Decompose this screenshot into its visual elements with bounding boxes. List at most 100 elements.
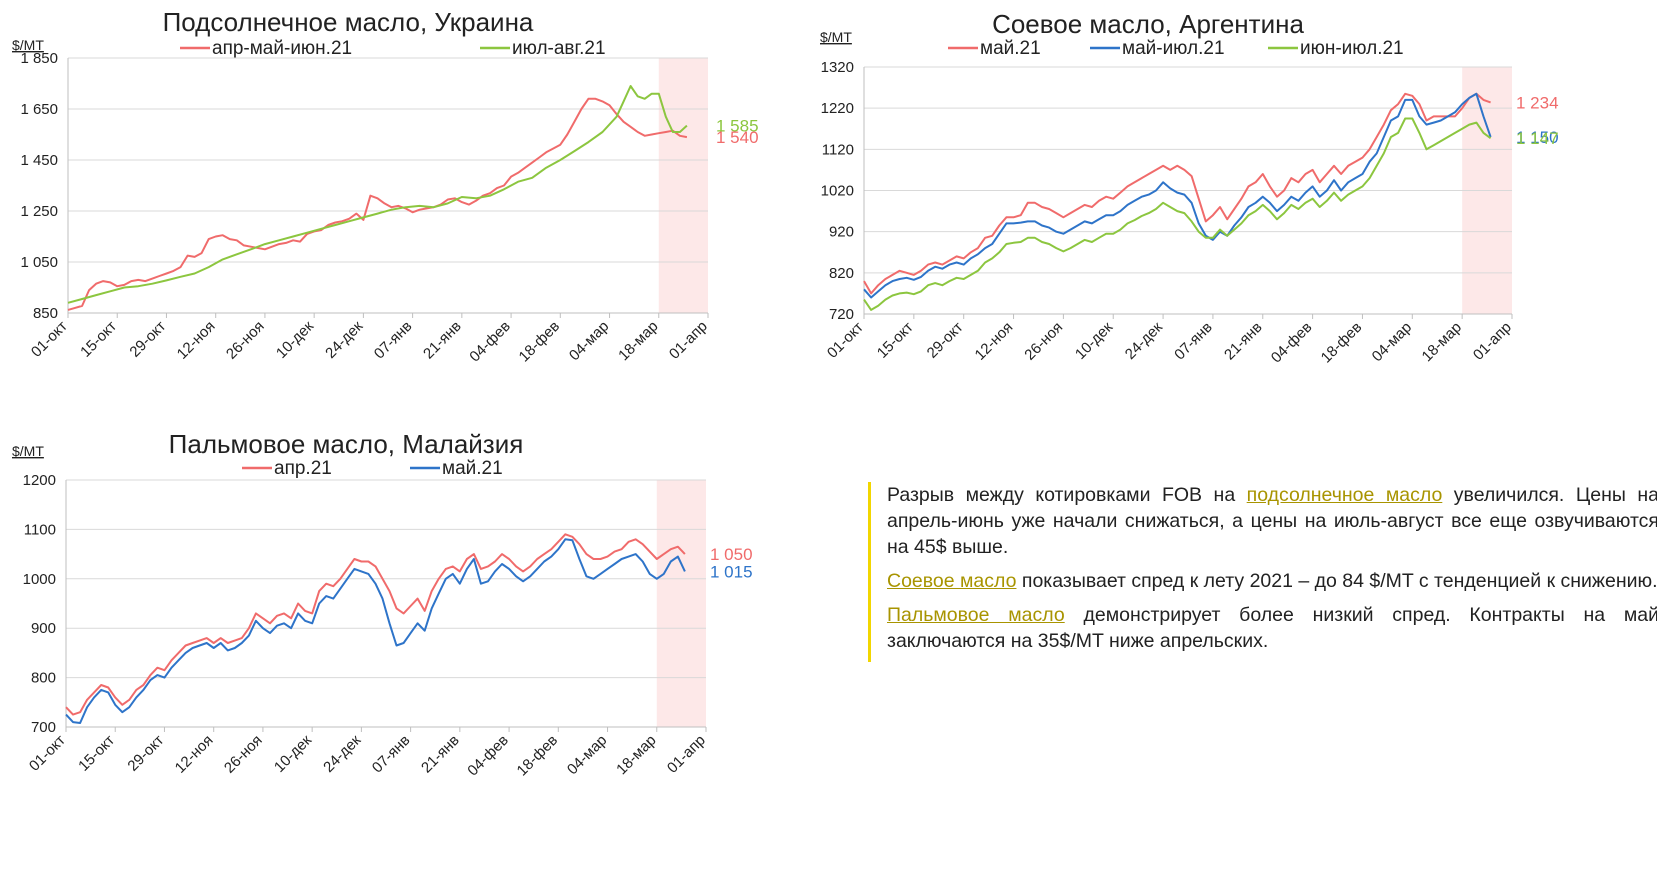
x-tick-label: 10-дек bbox=[271, 732, 315, 776]
x-tick-label: 04-фев bbox=[464, 732, 512, 780]
x-tick-label: 12-ноя bbox=[172, 732, 217, 777]
legend-entry: май.21 bbox=[442, 458, 503, 479]
end-value-label: 1 147 bbox=[1516, 129, 1559, 148]
commentary-panel: Разрыв между котировками FOB на подсолне… bbox=[868, 482, 1657, 662]
y-unit-label: $/MT bbox=[12, 37, 44, 53]
chart-title: Подсолнечное масло, Украина bbox=[163, 7, 534, 37]
x-tick-label: 18-фев bbox=[1318, 319, 1366, 367]
x-tick-label: 24-дек bbox=[320, 732, 364, 776]
end-value-label: 1 540 bbox=[716, 128, 759, 147]
y-tick-label: 900 bbox=[31, 620, 56, 637]
series-line bbox=[863, 92, 1491, 295]
x-tick-label: 04-мар bbox=[564, 732, 610, 778]
x-tick-label: 26-ноя bbox=[1021, 319, 1066, 364]
series-line bbox=[65, 538, 686, 724]
commentary-palm: Пальмовое масло демонстрирует более низк… bbox=[887, 604, 1657, 652]
x-tick-label: 01-окт bbox=[28, 318, 71, 361]
x-tick-label: 18-фев bbox=[516, 318, 564, 366]
series-line bbox=[863, 117, 1492, 311]
x-tick-label: 18-мар bbox=[1419, 319, 1465, 365]
x-tick-label: 04-мар bbox=[1369, 319, 1415, 365]
x-tick-label: 15-окт bbox=[874, 319, 917, 362]
y-tick-label: 1020 bbox=[821, 183, 854, 200]
y-tick-label: 1 250 bbox=[20, 203, 58, 220]
x-tick-label: 01-апр bbox=[664, 732, 709, 777]
y-tick-label: 1000 bbox=[23, 571, 56, 588]
series-line bbox=[67, 85, 688, 304]
y-tick-label: 800 bbox=[31, 670, 56, 687]
legend-entry: май.21 bbox=[980, 38, 1041, 59]
x-tick-label: 12-ноя bbox=[174, 318, 219, 363]
end-value-label: 1 150 bbox=[1516, 128, 1559, 147]
x-tick-label: 26-ноя bbox=[223, 318, 268, 363]
shaded-region bbox=[656, 480, 706, 727]
y-tick-label: 1220 bbox=[821, 100, 854, 117]
y-tick-label: 700 bbox=[31, 719, 56, 736]
palm-oil-link[interactable]: Пальмовое масло bbox=[887, 604, 1065, 626]
x-tick-label: 21-янв bbox=[420, 318, 465, 363]
series-line bbox=[863, 92, 1492, 299]
x-tick-label: 07-янв bbox=[369, 732, 414, 777]
soybean-oil-link[interactable]: Соевое масло bbox=[887, 570, 1017, 592]
end-value-label: 1 234 bbox=[1516, 93, 1559, 112]
x-tick-label: 15-окт bbox=[77, 318, 120, 361]
x-tick-label: 07-янв bbox=[371, 318, 416, 363]
y-tick-label: 1320 bbox=[821, 59, 854, 76]
commentary-soybean: Соевое масло показывает спред к лету 202… bbox=[887, 570, 1657, 592]
x-tick-label: 01-окт bbox=[26, 732, 69, 775]
x-tick-label: 21-янв bbox=[1221, 319, 1266, 364]
end-value-label: 1 050 bbox=[710, 545, 753, 564]
y-tick-label: 1120 bbox=[822, 141, 854, 158]
x-tick-label: 24-дек bbox=[322, 318, 366, 362]
legend-entry: апр.21 bbox=[274, 458, 332, 479]
x-tick-label: 29-окт bbox=[126, 318, 169, 361]
y-unit-label: $/MT bbox=[12, 443, 44, 459]
x-tick-label: 01-окт bbox=[824, 319, 867, 362]
x-tick-label: 15-окт bbox=[75, 732, 118, 775]
legend-entry: апр-май-июн.21 bbox=[212, 38, 352, 59]
x-tick-label: 29-окт bbox=[924, 319, 967, 362]
shaded-region bbox=[658, 58, 708, 313]
x-tick-label: 04-мар bbox=[566, 318, 612, 364]
x-tick-label: 24-дек bbox=[1122, 319, 1166, 363]
x-tick-label: 10-дек bbox=[273, 318, 317, 362]
y-unit-label: $/MT bbox=[820, 29, 852, 45]
x-tick-label: 04-фев bbox=[1268, 319, 1316, 367]
series-line bbox=[67, 97, 688, 311]
chart-title: Пальмовое масло, Малайзия bbox=[169, 429, 524, 459]
y-tick-label: 1 650 bbox=[20, 101, 58, 118]
x-tick-label: 29-окт bbox=[124, 732, 167, 775]
y-tick-label: 1200 bbox=[23, 472, 56, 489]
sunflower-oil-chart: Подсолнечное масло, Украина $/MT апр-май-и… bbox=[12, 7, 759, 366]
x-tick-label: 01-апр bbox=[666, 318, 711, 363]
legend-entry: май-июл.21 bbox=[1122, 38, 1225, 59]
legend-entry: июн-июл.21 bbox=[1300, 38, 1404, 59]
y-tick-label: 920 bbox=[829, 224, 854, 241]
commentary-sunflower: Разрыв между котировками FOB на подсолне… bbox=[887, 484, 1657, 558]
x-tick-label: 18-мар bbox=[613, 732, 659, 778]
end-value-label: 1 585 bbox=[716, 117, 759, 136]
y-tick-label: 820 bbox=[829, 265, 854, 282]
chart-title: Соевое масло, Аргентина bbox=[992, 9, 1304, 39]
soybean-oil-chart: Соевое масло, Аргентина $/MT май.21 май-июл… bbox=[820, 9, 1559, 367]
y-tick-label: 1 050 bbox=[20, 254, 58, 271]
x-tick-label: 18-фев bbox=[514, 732, 562, 780]
y-tick-label: 1 850 bbox=[20, 50, 58, 67]
x-tick-label: 04-фев bbox=[466, 318, 514, 366]
x-tick-label: 12-ноя bbox=[972, 319, 1017, 364]
y-tick-label: 850 bbox=[33, 305, 58, 322]
sunflower-oil-link[interactable]: подсолнечное масло bbox=[1246, 484, 1443, 506]
y-tick-label: 720 bbox=[829, 306, 854, 323]
x-tick-label: 10-дек bbox=[1072, 319, 1116, 363]
palm-oil-chart: Пальмовое масло, Малайзия $/MT апр.21 май.2… bbox=[12, 429, 753, 780]
end-value-label: 1 015 bbox=[710, 562, 753, 581]
x-tick-label: 21-янв bbox=[418, 732, 463, 777]
x-tick-label: 01-апр bbox=[1470, 319, 1515, 364]
y-tick-label: 1 450 bbox=[20, 152, 58, 169]
series-line bbox=[65, 533, 686, 716]
legend-entry: июл-авг.21 bbox=[512, 38, 606, 59]
x-tick-label: 07-янв bbox=[1171, 319, 1216, 364]
x-tick-label: 26-ноя bbox=[221, 732, 266, 777]
x-tick-label: 18-мар bbox=[615, 318, 661, 364]
y-tick-label: 1100 bbox=[24, 521, 56, 538]
